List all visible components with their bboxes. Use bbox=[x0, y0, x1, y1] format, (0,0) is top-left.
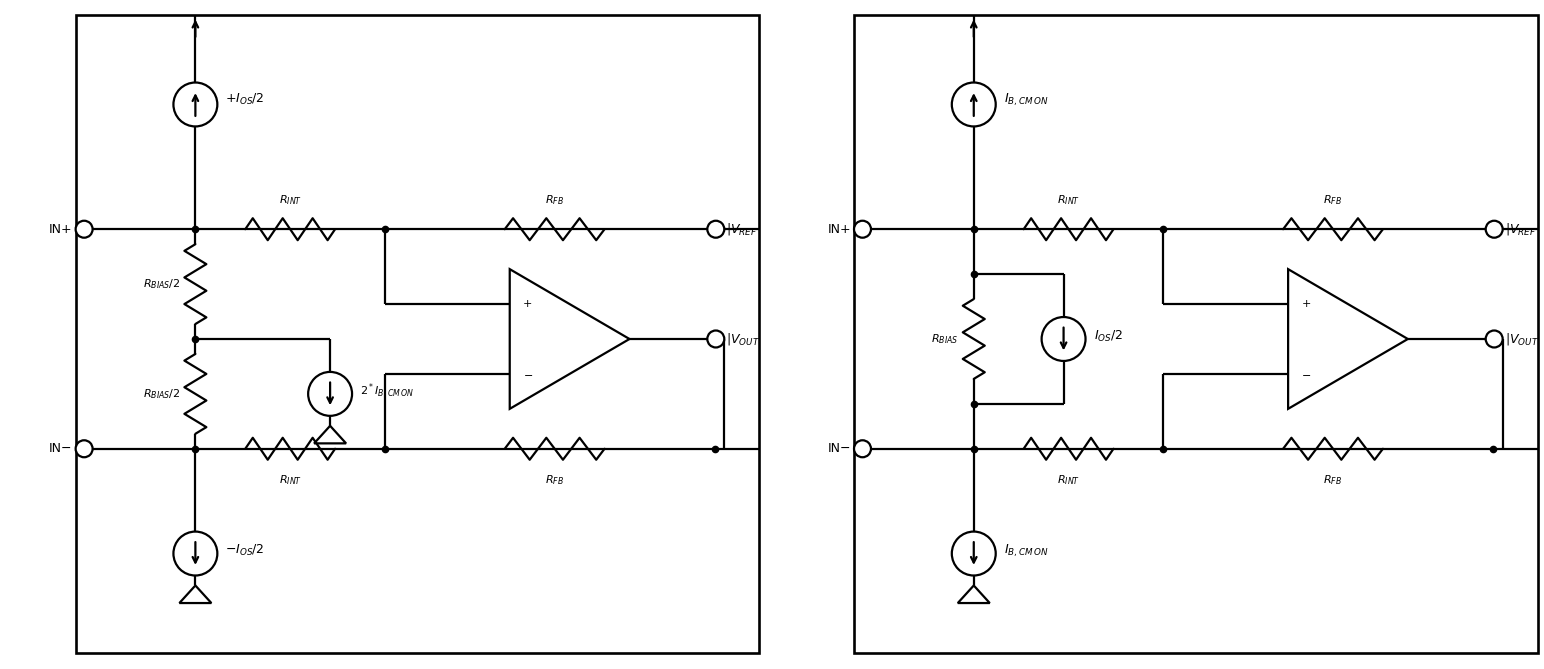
Text: $R_{BIAS}/2$: $R_{BIAS}/2$ bbox=[144, 387, 181, 401]
Text: IN−: IN− bbox=[49, 442, 73, 456]
Text: IN−: IN− bbox=[828, 442, 851, 456]
Text: IN+: IN+ bbox=[828, 223, 851, 235]
Text: $2^*I_{B,CM\,ON}$: $2^*I_{B,CM\,ON}$ bbox=[360, 381, 414, 401]
Bar bbox=[854, 15, 1538, 654]
Text: $R_{INT}$: $R_{INT}$ bbox=[278, 193, 301, 207]
Circle shape bbox=[309, 372, 352, 416]
Circle shape bbox=[854, 440, 871, 457]
Text: $R_{INT}$: $R_{INT}$ bbox=[1058, 193, 1081, 207]
Text: $R_{FB}$: $R_{FB}$ bbox=[545, 193, 564, 207]
Circle shape bbox=[1042, 317, 1085, 361]
Polygon shape bbox=[1288, 269, 1408, 409]
Text: $R_{INT}$: $R_{INT}$ bbox=[278, 473, 301, 486]
Text: $|V_{REF}$: $|V_{REF}$ bbox=[726, 221, 758, 237]
Text: $-I_{OS}/2$: $-I_{OS}/2$ bbox=[225, 543, 264, 558]
Circle shape bbox=[707, 330, 724, 347]
Text: $|V_{OUT}$: $|V_{OUT}$ bbox=[1505, 331, 1539, 347]
Circle shape bbox=[707, 221, 724, 237]
Text: $R_{BIAS}$: $R_{BIAS}$ bbox=[931, 332, 959, 346]
Circle shape bbox=[76, 440, 93, 457]
Bar bbox=[76, 15, 760, 654]
Circle shape bbox=[173, 532, 218, 575]
Text: $+I_{OS}/2$: $+I_{OS}/2$ bbox=[225, 92, 264, 107]
Text: $I_{OS}/2$: $I_{OS}/2$ bbox=[1093, 328, 1122, 344]
Circle shape bbox=[854, 221, 871, 237]
Circle shape bbox=[173, 82, 218, 126]
Text: $|V_{REF}$: $|V_{REF}$ bbox=[1505, 221, 1536, 237]
Circle shape bbox=[76, 221, 93, 237]
Circle shape bbox=[951, 532, 996, 575]
Polygon shape bbox=[510, 269, 630, 409]
Text: $R_{FB}$: $R_{FB}$ bbox=[1323, 193, 1343, 207]
Circle shape bbox=[1485, 221, 1502, 237]
Text: +: + bbox=[523, 299, 533, 309]
Text: $-$: $-$ bbox=[1302, 369, 1311, 379]
Text: IN+: IN+ bbox=[49, 223, 73, 235]
Text: $R_{FB}$: $R_{FB}$ bbox=[1323, 473, 1343, 486]
Text: $R_{FB}$: $R_{FB}$ bbox=[545, 473, 564, 486]
Circle shape bbox=[951, 82, 996, 126]
Text: $-$: $-$ bbox=[522, 369, 533, 379]
Text: $|V_{OUT}$: $|V_{OUT}$ bbox=[726, 331, 760, 347]
Text: +: + bbox=[1302, 299, 1311, 309]
Text: $R_{BIAS}/2$: $R_{BIAS}/2$ bbox=[144, 277, 181, 291]
Text: $I_{B,CM\,ON}$: $I_{B,CM\,ON}$ bbox=[1004, 543, 1048, 559]
Text: $I_{B,CM\,ON}$: $I_{B,CM\,ON}$ bbox=[1004, 91, 1048, 108]
Circle shape bbox=[1485, 330, 1502, 347]
Text: $R_{INT}$: $R_{INT}$ bbox=[1058, 473, 1081, 486]
